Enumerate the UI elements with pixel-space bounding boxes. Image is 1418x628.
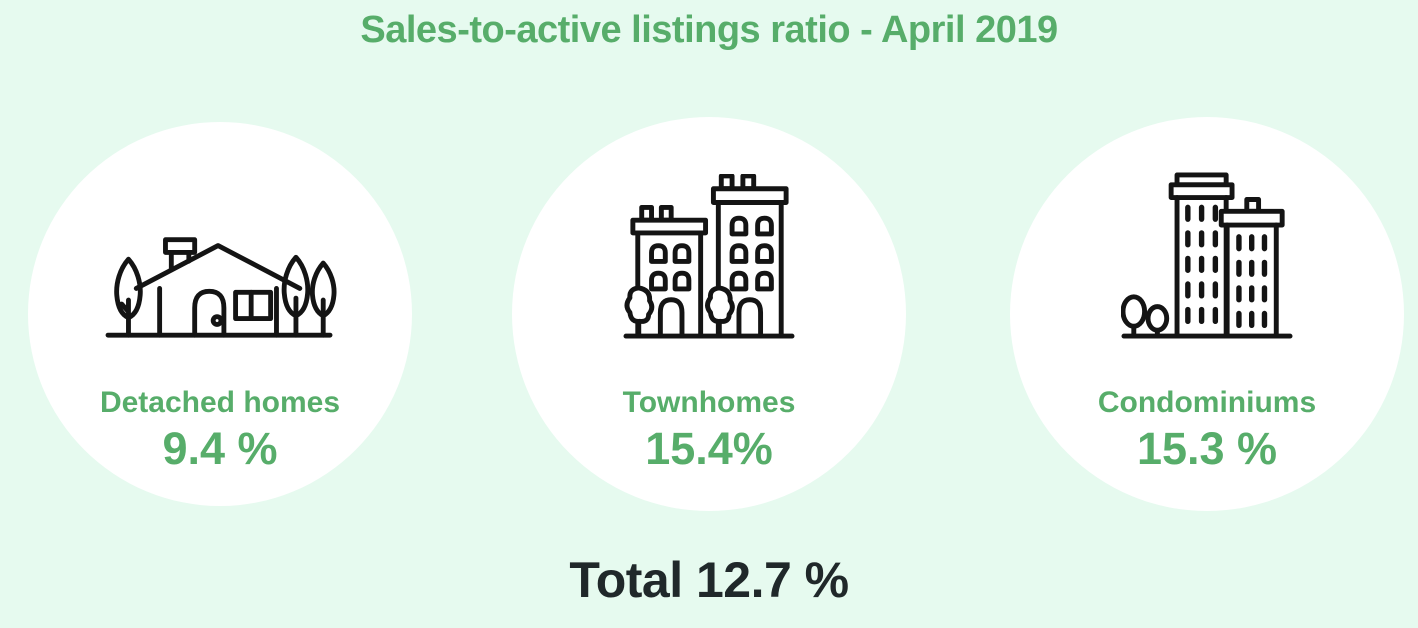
category-label: Townhomes [622, 386, 796, 419]
category-label: Condominiums [1097, 386, 1317, 419]
category-card-condominiums: Condominiums 15.3 % [1010, 117, 1404, 511]
condominiums-icon [1121, 172, 1293, 339]
category-label: Detached homes [99, 386, 341, 419]
detached-house-icon [105, 237, 337, 338]
category-value: 15.3 % [1136, 423, 1278, 474]
total-value: Total 12.7 % [569, 552, 849, 608]
icon-box [103, 163, 337, 341]
infographic-title: Sales-to-active listings ratio - April 2… [360, 9, 1058, 51]
icon-box [1121, 163, 1293, 341]
category-card-townhomes: Townhomes 15.4% [512, 117, 906, 511]
icon-box [623, 163, 795, 341]
category-value: 15.4% [645, 423, 773, 474]
townhomes-icon [623, 174, 795, 339]
category-value: 9.4 % [162, 423, 278, 474]
category-card-detached-homes: Detached homes 9.4 % [28, 122, 412, 506]
